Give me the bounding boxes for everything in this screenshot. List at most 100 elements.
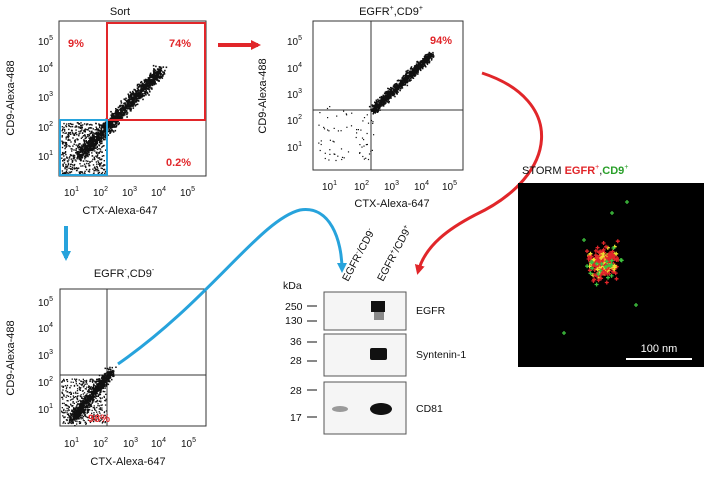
scatter-dot — [115, 125, 118, 128]
scatter-dot — [84, 380, 87, 382]
scatter-dot — [72, 398, 74, 400]
scatter-dot — [146, 88, 148, 90]
egfr-pos-x-tick-5: 105 — [442, 180, 457, 193]
storm-localization — [601, 247, 606, 252]
scatter-dot — [425, 66, 427, 68]
storm-localization — [634, 303, 638, 307]
scatter-dot — [96, 135, 99, 137]
scatter-dot — [329, 153, 331, 155]
storm-localization — [609, 258, 614, 263]
scatter-dot — [124, 109, 126, 111]
scatter-dot — [100, 124, 102, 126]
scatter-dot — [128, 100, 131, 102]
scatter-dot — [407, 71, 409, 74]
storm-localization — [615, 239, 620, 244]
egfr-neg-plot-title: EGFR-,CD9- — [94, 267, 155, 280]
scatter-dot — [357, 129, 359, 131]
scatter-dot — [78, 133, 80, 135]
scatter-dot — [74, 378, 76, 380]
scatter-dot — [409, 68, 412, 70]
scatter-dot — [103, 145, 105, 147]
scatter-dot — [93, 419, 95, 421]
scatter-dot — [389, 97, 391, 99]
scatter-dot — [151, 88, 153, 90]
storm-localization — [582, 238, 586, 242]
scatter-dot — [407, 69, 409, 72]
scatter-dot — [156, 70, 159, 73]
egfr-neg-quadrant-percent: 98% — [88, 413, 110, 425]
scatter-dot — [77, 392, 79, 394]
scatter-dot — [72, 123, 74, 126]
scatter-dot — [97, 160, 99, 162]
scatter-dot — [73, 163, 76, 166]
scatter-dot — [93, 133, 95, 135]
scatter-dot — [79, 387, 81, 389]
scatter-dot — [66, 157, 68, 159]
scatter-dot — [88, 163, 90, 165]
scatter-dot — [133, 103, 135, 105]
scatter-dot — [98, 408, 100, 410]
storm-localization — [610, 252, 615, 257]
scatter-dot — [149, 75, 151, 77]
scatter-dot — [78, 126, 80, 128]
scatter-dot — [68, 159, 70, 161]
scatter-dot — [131, 100, 133, 103]
scatter-dot — [80, 408, 82, 410]
scatter-dot — [89, 421, 92, 424]
blot-lane-1-header: EGFR-/CD9- — [340, 226, 378, 283]
scatter-dot — [94, 145, 96, 148]
scatter-dot — [124, 102, 126, 104]
scatter-dot — [396, 84, 398, 86]
scatter-dot — [136, 93, 139, 96]
scatter-dot — [411, 70, 414, 73]
scatter-dot — [109, 372, 112, 374]
scatter-dot — [136, 83, 139, 86]
scatter-dot — [87, 403, 89, 406]
scatter-dot — [139, 90, 141, 93]
storm-localization — [589, 260, 594, 265]
scatter-dot — [320, 140, 322, 142]
scatter-dot — [131, 102, 134, 105]
scatter-dot — [409, 71, 411, 73]
scatter-dot — [71, 422, 73, 425]
scatter-dot — [340, 148, 343, 150]
scatter-dot — [394, 88, 396, 91]
scatter-dot — [70, 123, 73, 126]
scatter-dot — [140, 84, 142, 86]
scatter-dot — [86, 123, 88, 125]
scatter-dot — [405, 75, 408, 77]
scatter-dot — [75, 396, 77, 398]
scatter-dot — [95, 397, 97, 399]
scatter-dot — [62, 398, 64, 400]
scatter-dot — [104, 172, 106, 175]
scatter-dot — [97, 380, 100, 383]
scatter-dot — [79, 151, 81, 153]
scatter-dot — [86, 402, 88, 404]
scatter-dot — [162, 75, 164, 77]
scatter-dot — [118, 122, 120, 125]
scatter-dot — [95, 161, 98, 163]
scatter-dot — [365, 144, 367, 146]
scatter-dot — [77, 416, 79, 418]
scatter-dot — [103, 160, 105, 162]
scatter-dot — [146, 92, 149, 95]
scatter-dot — [79, 408, 82, 411]
scatter-dot — [98, 152, 100, 154]
scatter-dot — [88, 164, 90, 167]
scatter-dot — [73, 408, 75, 411]
scatter-dot — [94, 166, 96, 168]
scatter-dot — [94, 394, 97, 396]
scatter-dot — [137, 97, 139, 100]
scatter-dot — [93, 412, 95, 414]
scatter-dot — [101, 146, 103, 148]
scatter-dot — [83, 410, 86, 413]
scatter-dot — [367, 158, 370, 161]
scatter-dot — [138, 97, 140, 100]
scatter-dot — [108, 374, 111, 377]
scatter-dot — [399, 89, 401, 92]
blot-panel-syntenin — [323, 333, 407, 377]
scatter-dot — [69, 156, 71, 158]
scatter-dot — [80, 403, 83, 405]
scatter-dot — [377, 101, 380, 103]
scatter-dot — [84, 422, 86, 424]
